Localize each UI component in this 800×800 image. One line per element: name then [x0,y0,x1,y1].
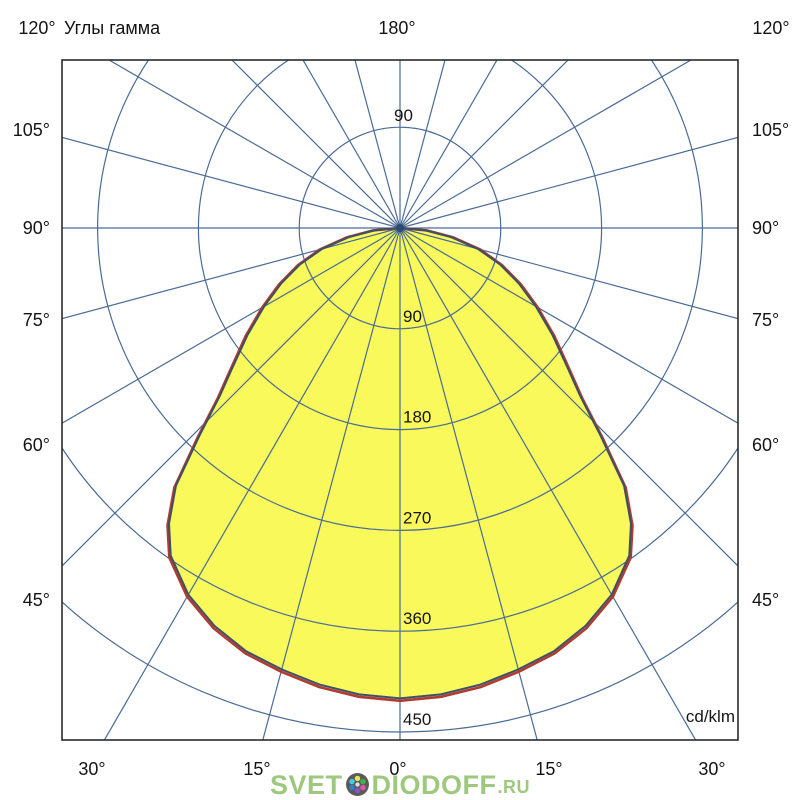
grid-ray [399,227,738,567]
grid-circle [197,60,603,431]
radial-tick-label: 180 [403,408,431,427]
plot-border [61,59,739,741]
grid-ray [103,227,401,740]
watermark: SVET DIODOFF .RU [0,770,800,800]
angle-label-top-left-120: 120° [18,18,56,38]
radial-tick-label: 450 [403,710,431,729]
angle-label-left-45: 45° [22,590,50,610]
grid-ray [399,60,693,229]
angle-label-left-105: 105° [12,120,50,140]
watermark-prefix: SVET [269,770,343,800]
angle-label-bottom-15-left: 15° [243,759,271,779]
unit-label: cd/klm [685,707,735,726]
grid-ray [399,227,538,740]
grid-ray [399,60,569,229]
grid-ray [399,227,738,424]
pole-dot [396,224,404,232]
angle-label-bottom-0: 0° [389,759,407,779]
grid-circle [97,60,703,531]
gamma-title: Углы гамма [64,18,161,38]
intensity-curve [167,226,633,700]
radial-tick-label: 360 [403,609,431,628]
grid-ray [399,227,697,740]
grid-ray [262,227,401,740]
grid-circle [62,446,738,632]
grid-ray [231,60,401,229]
grid-ray [107,60,401,229]
angle-label-bottom-15-right: 15° [535,759,563,779]
grid-circle [62,600,738,733]
grid-ray [62,136,401,229]
angle-label-right-45: 45° [752,590,780,610]
grid-ray [302,60,401,229]
angle-label-top-right-120: 120° [752,18,790,38]
angle-label-right-90: 90° [752,218,780,238]
grid-ray [62,227,401,320]
watermark-suffix: DIODOFF [371,770,497,800]
angle-label-right-75: 75° [752,310,780,330]
radial-tick-label-above: 90 [394,106,413,125]
angle-label-top-180: 180° [378,18,416,38]
grid-ray [399,136,738,229]
grid-circle [298,126,502,330]
angle-label-bottom-30-right: 30° [698,759,726,779]
radial-tick-label: 90 [403,307,422,326]
watermark-tld: .RU [497,777,531,797]
grid-ray [354,60,401,229]
intensity-curve-outer [166,226,634,703]
angle-label-left-90: 90° [22,218,50,238]
angle-label-right-60: 60° [752,435,780,455]
grid-ray [399,227,738,320]
grid-ray [62,227,401,424]
led-logo-icon [345,773,369,796]
grid-ray [62,227,401,567]
angle-label-right-105: 105° [752,120,790,140]
grid-ray [399,60,446,229]
grid-ray [399,60,498,229]
angle-label-bottom-30-left: 30° [78,759,106,779]
angle-label-left-60: 60° [22,435,50,455]
angle-label-left-75: 75° [22,310,50,330]
radial-tick-label: 270 [403,508,431,527]
